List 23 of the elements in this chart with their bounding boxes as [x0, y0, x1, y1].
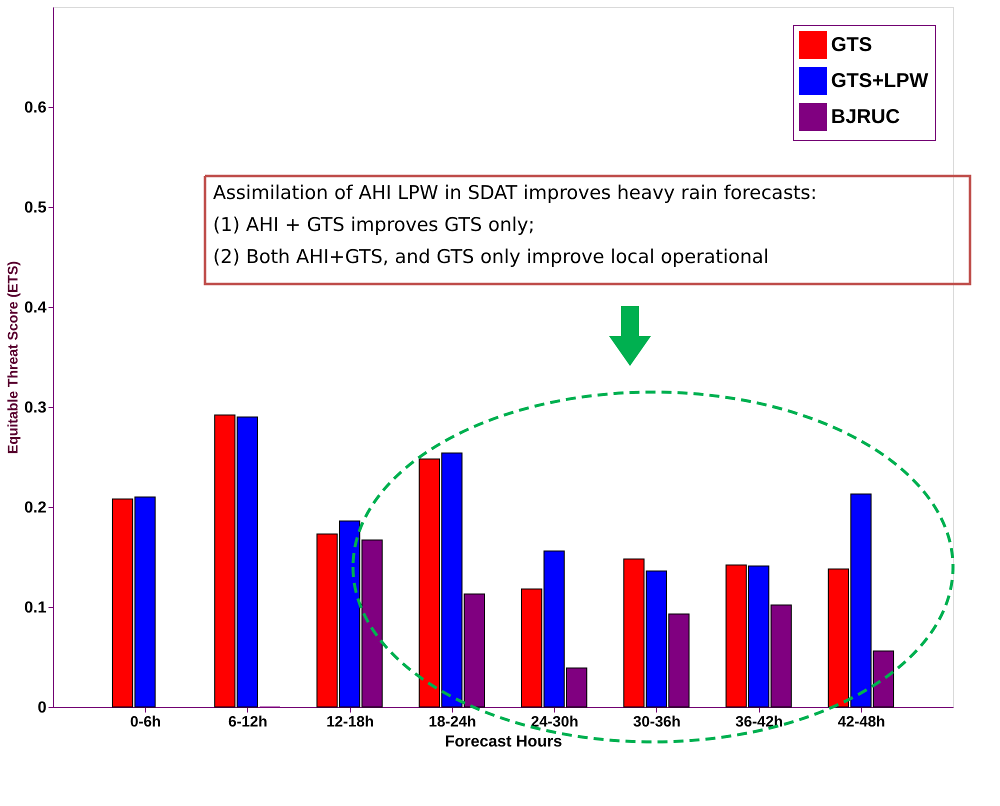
y-tick-label: 0.1: [24, 600, 47, 616]
x-tick-label: 42-48h: [838, 714, 886, 730]
x-tick-label: 0-6h: [130, 714, 161, 730]
annotation: (1) AHI + GTS improves GTS only;: [213, 214, 535, 236]
legend-label: BJRUC: [831, 106, 900, 128]
annotation: Assimilation of AHI LPW in SDAT improves heavy rain forecasts:: [213, 182, 817, 204]
legend-label: GTS+LPW: [831, 70, 928, 92]
x-tick-label: 6-12h: [228, 714, 268, 730]
y-tick-label: 0: [38, 700, 47, 716]
x-tick-label: 36-42h: [735, 714, 783, 730]
legend-label: GTS: [831, 34, 872, 56]
x-tick-label: 24-30h: [530, 714, 578, 730]
x-tick-label: 12-18h: [326, 714, 374, 730]
y-tick-label: 0.3: [24, 400, 47, 416]
y-tick-label: 0.2: [24, 500, 47, 516]
x-tick-label: 18-24h: [428, 714, 476, 730]
y-tick-label: 0.5: [24, 200, 47, 216]
y-tick-label: 0.4: [24, 300, 47, 316]
x-tick-label: 30-36h: [633, 714, 681, 730]
y-axis-title: Equitable Threat Score (ETS): [4, 261, 20, 454]
x-axis-title: Forecast Hours: [444, 734, 562, 750]
annotation: (2) Both AHI+GTS, and GTS only improve local operational: [213, 246, 769, 268]
y-tick-label: 0.6: [24, 100, 47, 116]
